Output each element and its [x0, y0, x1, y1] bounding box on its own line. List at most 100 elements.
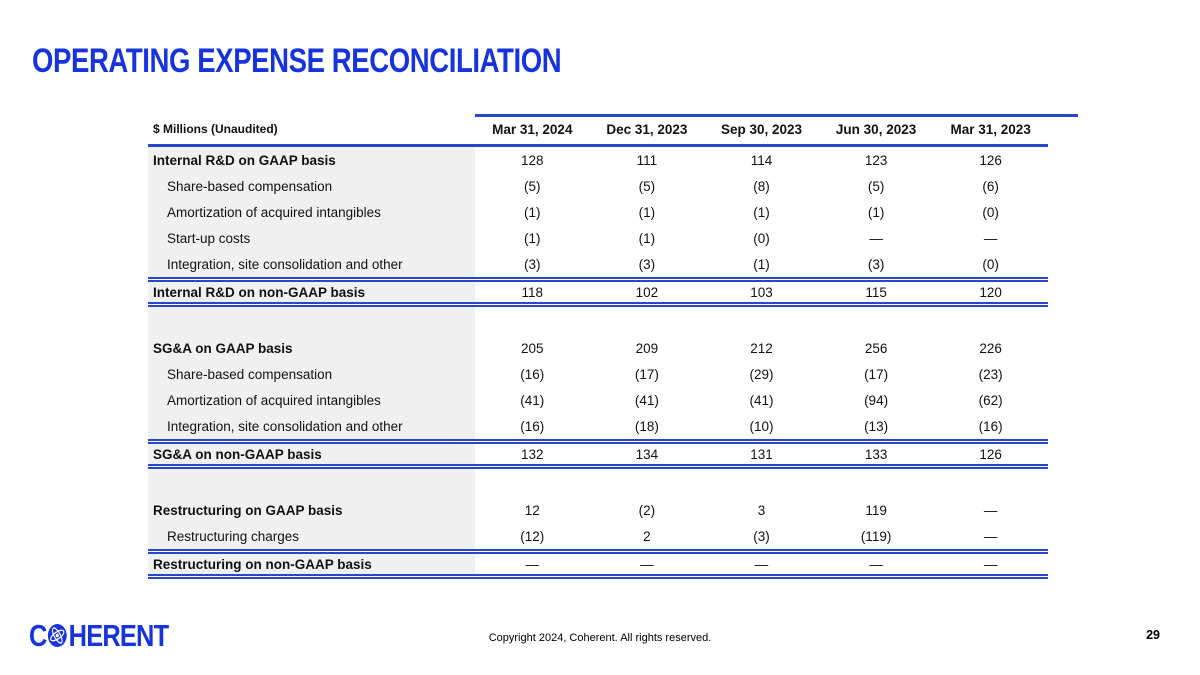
row-value: (16)	[520, 418, 545, 434]
row-value: (3)	[867, 256, 885, 272]
table-row: Amortization of acquired intangibles (41)…	[148, 387, 1048, 413]
row-value: 131	[750, 446, 773, 462]
row-value: (23)	[978, 366, 1003, 382]
row-label: Internal R&D on GAAP basis	[148, 147, 475, 173]
row-label: Restructuring charges	[148, 523, 475, 549]
row-value: (17)	[864, 366, 889, 382]
row-value: (3)	[524, 256, 541, 272]
table-row: SG&A on non-GAAP basis 132 134 131 133 126	[148, 439, 1048, 469]
row-value: —	[754, 556, 769, 572]
row-value: (62)	[978, 392, 1003, 408]
unit-label: $ Millions (Unaudited)	[153, 122, 278, 136]
row-value: (119)	[860, 528, 892, 544]
row-value: 119	[865, 502, 887, 518]
row-value: 118	[521, 284, 544, 300]
page-number: 29	[1146, 628, 1160, 642]
row-label: Restructuring on non-GAAP basis	[148, 554, 475, 574]
table-body: Internal R&D on GAAP basis 128 111 114 123 12…	[148, 147, 1048, 579]
row-value: (8)	[753, 178, 770, 194]
table-row: Amortization of acquired intangibles (1) (…	[148, 199, 1048, 225]
row-value: —	[869, 230, 883, 246]
row-value: 123	[864, 152, 888, 168]
row-value: 226	[979, 340, 1002, 356]
row-value: (13)	[864, 418, 889, 434]
row-label: Share-based compensation	[148, 361, 475, 387]
row-value: 134	[635, 446, 659, 462]
logo-text-right: HERENT	[68, 618, 169, 653]
row-label: SG&A on non-GAAP basis	[148, 444, 475, 464]
row-value: 126	[979, 152, 1002, 168]
row-value: —	[869, 556, 883, 572]
atom-globe-icon	[48, 624, 68, 647]
row-value: (18)	[634, 418, 659, 434]
row-value: —	[983, 230, 998, 246]
row-label: Start-up costs	[148, 225, 475, 251]
table-row: Share-based compensation (5) (5) (8) (5) (6)	[148, 173, 1048, 199]
row-value: (17)	[634, 366, 659, 382]
column-header: Mar 31, 2023	[950, 121, 1031, 137]
row-value: (1)	[753, 204, 770, 220]
row-value: (16)	[520, 366, 545, 382]
row-value: 114	[750, 152, 773, 168]
row-value: (10)	[749, 418, 774, 434]
row-value: —	[983, 556, 998, 572]
row-value: 12	[524, 502, 540, 518]
row-value: 128	[521, 152, 544, 168]
row-value: 111	[636, 152, 658, 168]
row-value: 133	[864, 446, 888, 462]
row-value: —	[640, 556, 654, 572]
row-value: (1)	[638, 230, 656, 246]
row-value: (0)	[753, 230, 770, 246]
column-header: Mar 31, 2024	[492, 121, 573, 137]
table-row: Internal R&D on non-GAAP basis 118 102 103 1…	[148, 277, 1048, 307]
row-value: (29)	[749, 366, 774, 382]
row-value: 115	[865, 284, 887, 300]
column-header: Dec 31, 2023	[606, 121, 688, 137]
row-value: 103	[750, 284, 773, 300]
row-value: (3)	[753, 528, 770, 544]
page-title: OPERATING EXPENSE RECONCILIATION	[32, 42, 562, 80]
row-value: (5)	[638, 178, 656, 194]
row-value: —	[525, 556, 540, 572]
row-value: (16)	[978, 418, 1003, 434]
row-value: (1)	[753, 256, 770, 272]
table-row: Integration, site consolidation and othe…	[148, 251, 1048, 277]
row-value: 102	[635, 284, 659, 300]
row-value: (1)	[524, 230, 541, 246]
row-value: (6)	[982, 178, 999, 194]
row-label: Integration, site consolidation and othe…	[148, 251, 475, 277]
row-value: (1)	[867, 204, 885, 220]
table-row: Integration, site consolidation and othe…	[148, 413, 1048, 439]
row-value: (94)	[864, 392, 889, 408]
table-header-row: $ Millions (Unaudited) Mar 31, 2024 Dec 3…	[148, 114, 1048, 147]
row-value: 126	[979, 446, 1002, 462]
row-value: 3	[757, 502, 766, 518]
row-label	[148, 469, 475, 497]
table-row: Share-based compensation (16) (17) (29) (17)…	[148, 361, 1048, 387]
table-row: Start-up costs (1) (1) (0) — —	[148, 225, 1048, 251]
row-value: (0)	[982, 204, 999, 220]
table-row	[148, 469, 1048, 497]
row-label	[148, 307, 475, 335]
row-value: 205	[521, 340, 544, 356]
reconciliation-table: $ Millions (Unaudited) Mar 31, 2024 Dec 3…	[148, 114, 1078, 579]
column-header: Jun 30, 2023	[835, 121, 917, 137]
row-value: (3)	[638, 256, 656, 272]
row-value: (5)	[867, 178, 885, 194]
column-header: Sep 30, 2023	[720, 121, 803, 137]
table-row: Restructuring on non-GAAP basis — — — — —	[148, 549, 1048, 579]
row-label: Amortization of acquired intangibles	[148, 199, 475, 225]
row-label: Share-based compensation	[148, 173, 475, 199]
row-value: (1)	[524, 204, 541, 220]
row-value: (12)	[520, 528, 545, 544]
row-value: 212	[750, 340, 773, 356]
row-label: SG&A on GAAP basis	[148, 335, 475, 361]
row-value: (41)	[520, 392, 545, 408]
row-value: (41)	[634, 392, 659, 408]
row-label: Internal R&D on non-GAAP basis	[148, 282, 475, 302]
table-row: Internal R&D on GAAP basis 128 111 114 123 12…	[148, 147, 1048, 173]
row-value: (1)	[638, 204, 656, 220]
row-value: 2	[643, 528, 651, 544]
row-value: —	[983, 502, 998, 518]
